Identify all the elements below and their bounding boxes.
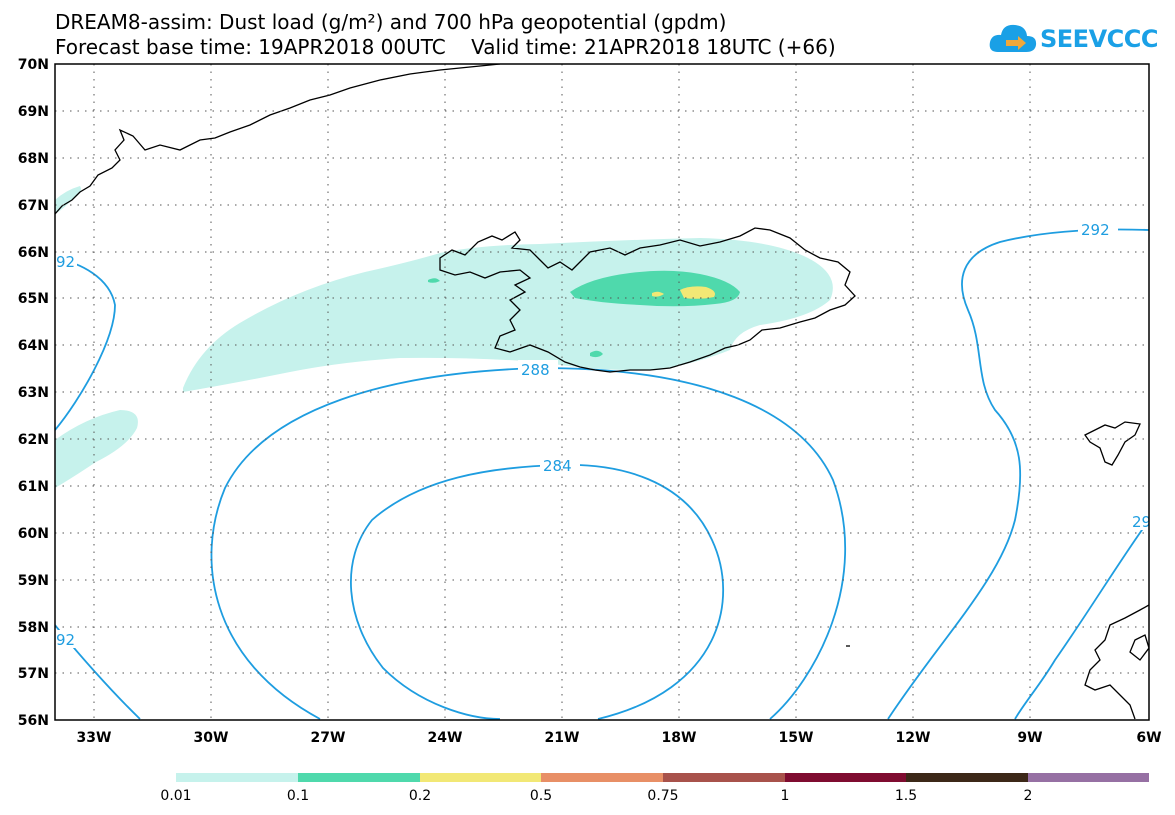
lat-label: 64N — [18, 338, 49, 354]
logo-text: SEEVCCC — [1040, 25, 1159, 53]
coast-greenland — [55, 64, 501, 215]
title-line-2: Forecast base time: 19APR2018 00UTC Vali… — [55, 35, 836, 59]
lon-label: 15W — [779, 730, 814, 746]
contour-label-92-southwest: 92 — [56, 631, 75, 649]
lon-label: 27W — [311, 730, 346, 746]
colorbar-swatch — [541, 773, 663, 782]
lat-label: 63N — [18, 385, 49, 401]
colorbar-label: 0.5 — [530, 788, 552, 804]
colorbar-label: 0.1 — [287, 788, 309, 804]
lat-label: 68N — [18, 151, 49, 167]
contour-label-292: 292 — [1081, 221, 1110, 239]
dust-area-mid-3 — [428, 278, 440, 283]
colorbar-label: 2 — [1024, 788, 1033, 804]
dust-area-mid-2 — [590, 350, 603, 358]
lat-label: 67N — [18, 198, 49, 214]
map-frame — [54, 63, 1150, 721]
lat-label: 62N — [18, 432, 49, 448]
latitude-labels: 70N 69N 68N 67N 66N 65N 64N 63N 62N 61N … — [18, 57, 49, 729]
lat-label: 59N — [18, 573, 49, 589]
title-line-1: DREAM8-assim: Dust load (g/m²) and 700 h… — [55, 10, 727, 34]
lat-label: 61N — [18, 479, 49, 495]
coastlines — [55, 64, 1149, 720]
contour-292-east — [887, 228, 1149, 720]
lat-label: 57N — [18, 666, 49, 682]
colorbar-swatch — [663, 773, 785, 782]
coast-scotland-north — [1084, 604, 1149, 720]
lat-label: 69N — [18, 104, 49, 120]
lon-label: 24W — [428, 730, 463, 746]
lon-label: 18W — [662, 730, 697, 746]
contour-label-29-east: 29 — [1132, 513, 1151, 531]
colorbar-swatch — [785, 773, 906, 782]
contour-284 — [350, 463, 724, 720]
dust-area-high — [680, 286, 715, 299]
lat-label: 60N — [18, 526, 49, 542]
colorbar-swatch — [1028, 773, 1149, 782]
colorbar-label: 1 — [781, 788, 790, 804]
contour-29-east — [1014, 519, 1149, 720]
lat-label: 56N — [18, 713, 49, 729]
lat-label: 70N — [18, 57, 49, 73]
colorbar-swatch — [906, 773, 1028, 782]
lat-label: 66N — [18, 245, 49, 261]
dust-area-high-2 — [652, 291, 664, 297]
lon-label: 9W — [1017, 730, 1042, 746]
contour-labels: 292 288 284 92 92 29 — [55, 220, 1151, 649]
lon-label: 33W — [77, 730, 112, 746]
map-background — [55, 64, 1149, 720]
colorbar-swatch — [298, 773, 420, 782]
lon-label: 12W — [896, 730, 931, 746]
contour-92-west — [55, 258, 116, 431]
colorbar-swatch — [176, 773, 298, 782]
colorbar: 0.01 0.1 0.2 0.5 0.75 1 1.5 2 — [160, 773, 1149, 804]
lat-label: 58N — [18, 620, 49, 636]
lat-label: 65N — [18, 291, 49, 307]
colorbar-label: 1.5 — [895, 788, 917, 804]
contour-label-288: 288 — [521, 361, 550, 379]
colorbar-label: 0.01 — [160, 788, 191, 804]
coast-faroe — [1084, 421, 1141, 466]
colorbar-label: 0.75 — [647, 788, 678, 804]
contour-label-284: 284 — [543, 457, 572, 475]
dust-area-low-2 — [55, 410, 138, 488]
colorbar-swatch — [420, 773, 541, 782]
contour-label-92-west: 92 — [56, 253, 75, 271]
lon-label: 30W — [194, 730, 229, 746]
lon-label: 6W — [1136, 730, 1161, 746]
seevccc-logo: SEEVCCC — [988, 18, 1159, 58]
coast-iceland — [439, 227, 856, 373]
coast-orkney — [1129, 634, 1149, 661]
colorbar-label: 0.2 — [409, 788, 431, 804]
cloud-icon — [989, 24, 1037, 52]
longitude-labels: 33W 30W 27W 24W 21W 18W 15W 12W 9W 6W — [77, 730, 1162, 746]
lon-label: 21W — [545, 730, 580, 746]
